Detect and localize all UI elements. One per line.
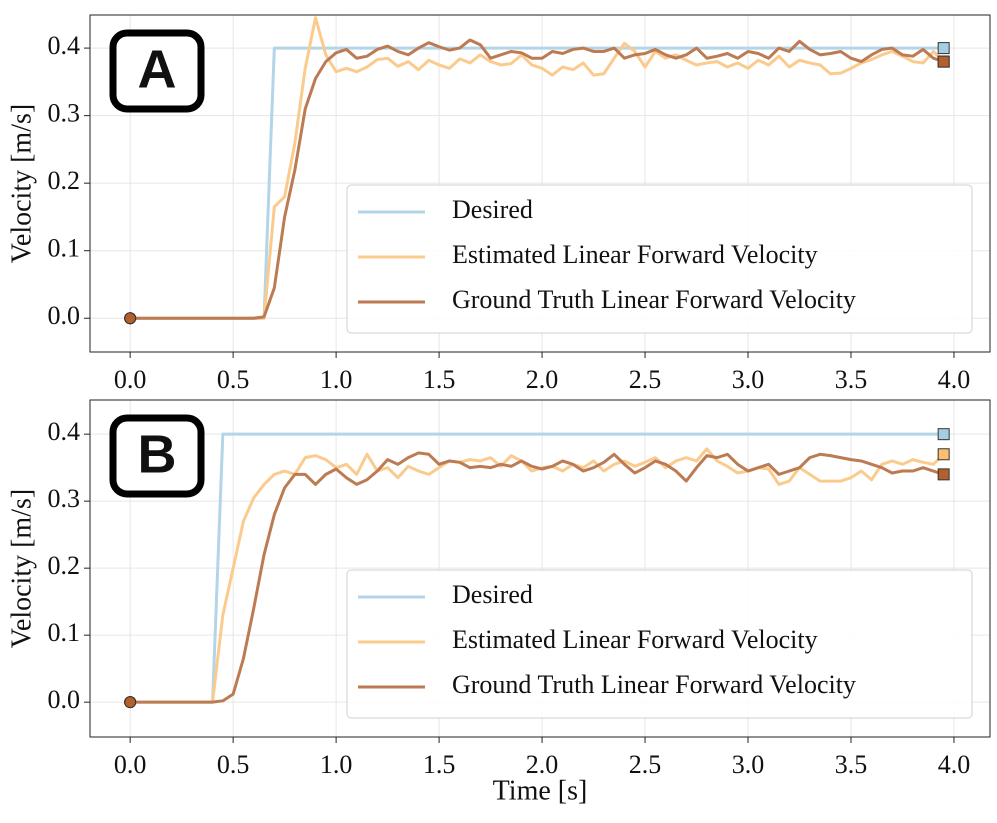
y-tick-label: 0.0 [48, 685, 81, 714]
x-tick-label: 0.0 [114, 750, 147, 779]
x-tick-label: 3.5 [835, 365, 868, 394]
x-tick-label: 0.5 [217, 365, 250, 394]
legend-label: Ground Truth Linear Forward Velocity [452, 285, 856, 314]
x-tick-label: 3.0 [732, 750, 765, 779]
legend-label: Desired [452, 195, 533, 224]
panel-label: A [138, 39, 177, 99]
y-tick-label: 0.3 [48, 99, 81, 128]
panel-badge [109, 414, 205, 498]
plot-frame [89, 399, 991, 738]
start-marker [124, 312, 137, 325]
panel-label: B [138, 424, 177, 484]
series-line [130, 38, 945, 320]
legend-box [346, 569, 973, 719]
end-marker [937, 428, 950, 441]
x-tick-label: 2.5 [629, 750, 662, 779]
plot-frame [89, 14, 991, 353]
y-tick-label: 0.4 [48, 31, 81, 60]
x-tick-label: 1.5 [423, 365, 456, 394]
x-tick-label: 3.5 [835, 750, 868, 779]
y-tick-label: 0.1 [48, 234, 81, 263]
x-tick-label: 0.5 [217, 750, 250, 779]
y-axis-label: Velocity [m/s] [6, 104, 37, 263]
end-marker [937, 448, 950, 461]
legend-label: Estimated Linear Forward Velocity [452, 240, 818, 269]
legend: Desired Estimated Linear Forward Velocity… [346, 569, 973, 719]
legend-label: Ground Truth Linear Forward Velocity [452, 670, 856, 699]
y-tick-label: 0.2 [48, 166, 81, 195]
series-line [130, 451, 945, 704]
legend-label: Desired [452, 580, 533, 609]
series-line [130, 447, 945, 704]
legend-label: Estimated Linear Forward Velocity [452, 625, 818, 654]
end-marker [937, 55, 950, 68]
series-line [130, 432, 944, 704]
start-marker [124, 696, 137, 709]
x-tick-label: 1.5 [423, 750, 456, 779]
x-tick-label: 2.0 [526, 365, 559, 394]
x-tick-label: 2.0 [526, 750, 559, 779]
end-marker [937, 468, 950, 481]
x-tick-label: 0.0 [114, 365, 147, 394]
x-tick-label: 4.0 [938, 365, 971, 394]
legend: Desired Estimated Linear Forward Velocity… [346, 184, 973, 334]
panel-badge [109, 29, 205, 113]
series-line [130, 16, 945, 320]
y-tick-label: 0.1 [48, 618, 81, 647]
end-marker [937, 42, 950, 55]
x-axis-label: Time [s] [493, 775, 588, 806]
y-axis-label: Velocity [m/s] [6, 489, 37, 648]
y-tick-label: 0.0 [48, 301, 81, 330]
x-tick-label: 1.0 [320, 750, 353, 779]
x-tick-label: 1.0 [320, 365, 353, 394]
x-tick-label: 4.0 [938, 750, 971, 779]
legend-box [346, 184, 973, 334]
x-tick-label: 2.5 [629, 365, 662, 394]
y-tick-label: 0.3 [48, 484, 81, 513]
y-tick-label: 0.2 [48, 551, 81, 580]
y-tick-label: 0.4 [48, 417, 81, 446]
x-tick-label: 3.0 [732, 365, 765, 394]
